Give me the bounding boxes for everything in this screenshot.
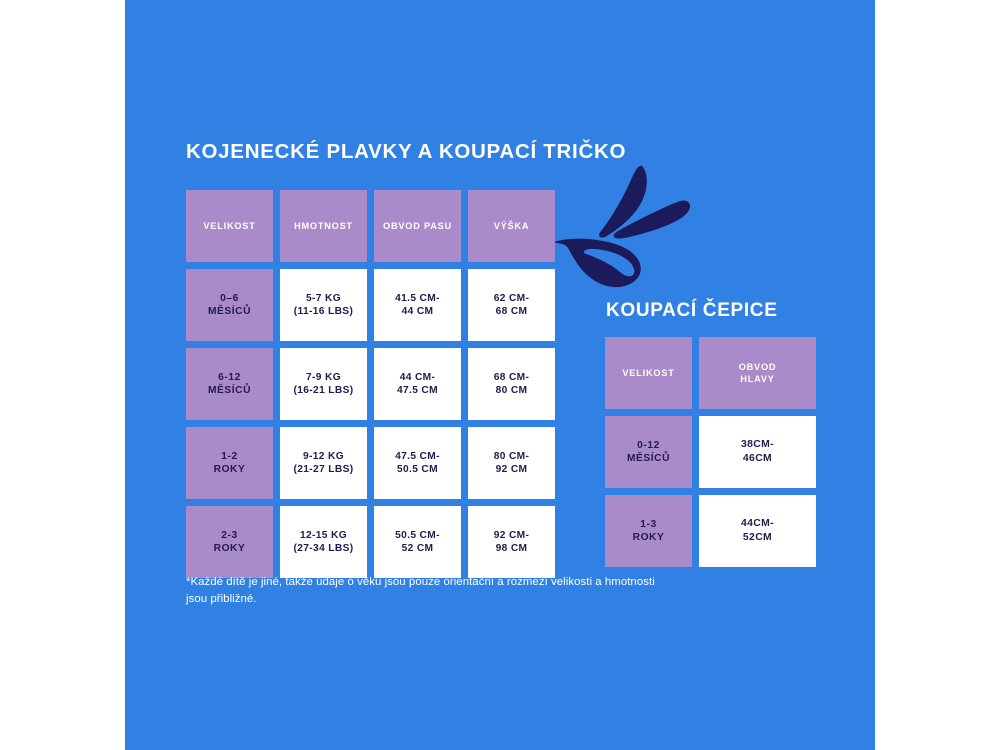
table-row: 12-15 KG (27-34 LBS) bbox=[280, 506, 367, 578]
table-row: 1-3 ROKY bbox=[605, 495, 692, 567]
column-header-obvod-hlavy: OBVOD HLAVY bbox=[699, 337, 816, 409]
table-row: 80 CM- 92 CM bbox=[468, 427, 555, 499]
column-header-velikost: VELIKOST bbox=[605, 337, 692, 409]
column-header-velikost: VELIKOST bbox=[186, 190, 273, 262]
caps-table-title: KOUPACÍ ČEPICE bbox=[606, 300, 778, 321]
swimwear-table-title: KOJENECKÉ PLAVKY A KOUPACÍ TRIČKO bbox=[186, 140, 627, 163]
table-row: 50.5 CM- 52 CM bbox=[374, 506, 461, 578]
blue-panel: KOJENECKÉ PLAVKY A KOUPACÍ TRIČKO VELIKO… bbox=[125, 0, 875, 750]
table-row: 44CM- 52CM bbox=[699, 495, 816, 567]
table-row: 92 CM- 98 CM bbox=[468, 506, 555, 578]
table-row: 38CM- 46CM bbox=[699, 416, 816, 488]
table-row: 47.5 CM- 50.5 CM bbox=[374, 427, 461, 499]
water-splash-icon bbox=[554, 165, 691, 288]
table-row: 1-2 ROKY bbox=[186, 427, 273, 499]
table-row: 62 CM- 68 CM bbox=[468, 269, 555, 341]
table-row: 41.5 CM- 44 CM bbox=[374, 269, 461, 341]
table-row: 6-12 MĚSÍCŮ bbox=[186, 348, 273, 420]
table-row: 44 CM- 47.5 CM bbox=[374, 348, 461, 420]
swimwear-size-table: VELIKOST HMOTNOST OBVOD PASU VÝŠKA 0–6 MĚ… bbox=[186, 190, 555, 578]
column-header-hmotnost: HMOTNOST bbox=[280, 190, 367, 262]
table-row: 7-9 KG (16-21 LBS) bbox=[280, 348, 367, 420]
footnote-text: *Každé dítě je jiné, takže údaje o věku … bbox=[186, 576, 655, 606]
table-row: 5-7 KG (11-16 LBS) bbox=[280, 269, 367, 341]
table-row: 9-12 KG (21-27 LBS) bbox=[280, 427, 367, 499]
table-row: 0-12 MĚSÍCŮ bbox=[605, 416, 692, 488]
table-row: 0–6 MĚSÍCŮ bbox=[186, 269, 273, 341]
table-row: 2-3 ROKY bbox=[186, 506, 273, 578]
column-header-vyska: VÝŠKA bbox=[468, 190, 555, 262]
caps-size-table: VELIKOST OBVOD HLAVY 0-12 MĚSÍCŮ 38CM- 46CM… bbox=[605, 337, 816, 567]
column-header-obvod-pasu: OBVOD PASU bbox=[374, 190, 461, 262]
table-row: 68 CM- 80 CM bbox=[468, 348, 555, 420]
